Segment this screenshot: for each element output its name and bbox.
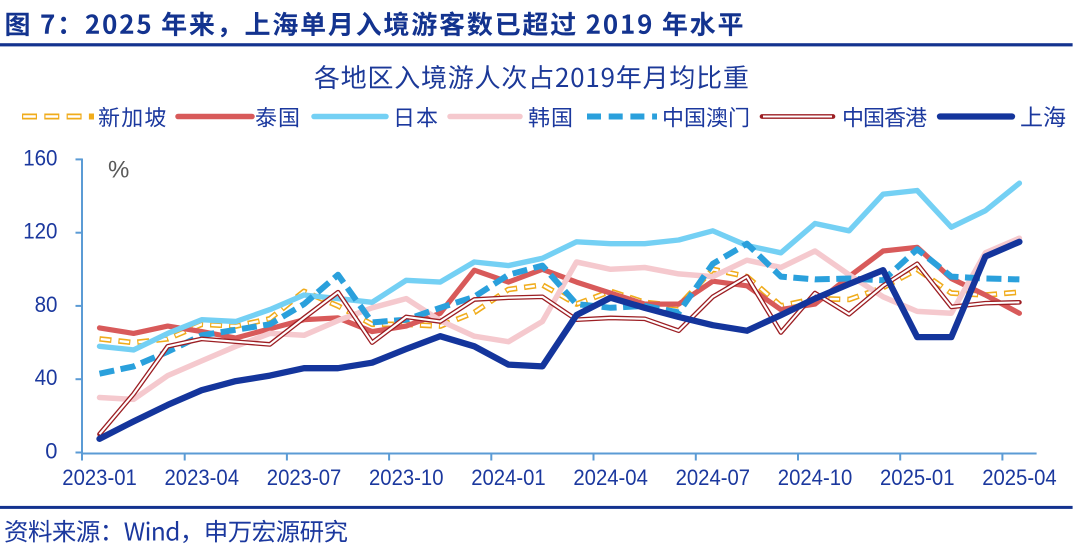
- svg-text:0: 0: [45, 439, 57, 464]
- svg-text:160: 160: [23, 145, 57, 170]
- svg-text:2023-07: 2023-07: [267, 465, 342, 490]
- svg-text:%: %: [108, 157, 129, 184]
- svg-text:120: 120: [23, 219, 57, 244]
- svg-text:2023-10: 2023-10: [369, 465, 444, 490]
- svg-text:2024-04: 2024-04: [573, 465, 648, 490]
- svg-text:80: 80: [35, 292, 58, 317]
- svg-text:2024-01: 2024-01: [471, 465, 546, 490]
- svg-text:2025-01: 2025-01: [880, 465, 955, 490]
- svg-text:2025-04: 2025-04: [982, 465, 1056, 490]
- svg-text:2024-10: 2024-10: [778, 465, 853, 490]
- svg-text:2023-01: 2023-01: [62, 465, 137, 490]
- svg-text:2024-07: 2024-07: [676, 465, 751, 490]
- svg-text:40: 40: [35, 365, 58, 390]
- svg-text:2023-04: 2023-04: [165, 465, 240, 490]
